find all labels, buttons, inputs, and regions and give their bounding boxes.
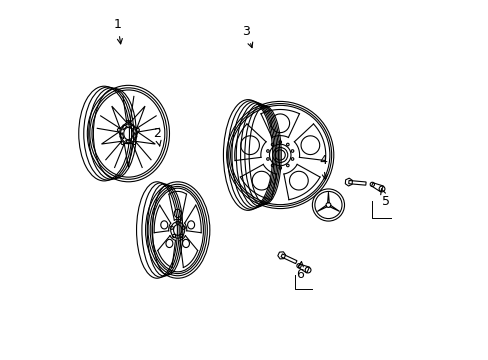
Text: 6: 6 [295, 262, 303, 281]
Text: 2: 2 [153, 127, 161, 146]
Text: 5: 5 [380, 189, 389, 208]
Text: 1: 1 [114, 18, 122, 44]
Text: 4: 4 [319, 154, 326, 180]
Text: 3: 3 [242, 25, 252, 48]
